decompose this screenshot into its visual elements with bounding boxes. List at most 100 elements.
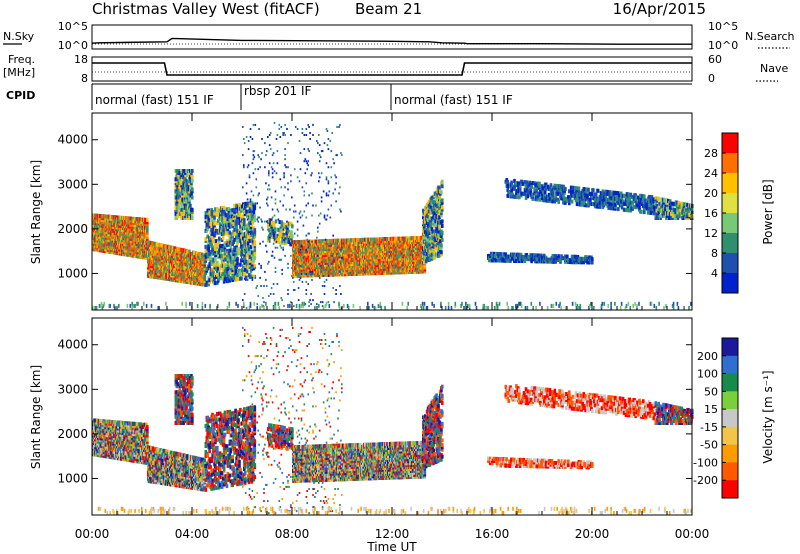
power-cell <box>190 191 193 196</box>
cpid-segment-2: rbsp 201 IF <box>244 84 311 98</box>
power-cell <box>239 270 242 275</box>
power-cell <box>252 266 256 271</box>
power-cell <box>212 269 215 274</box>
power-cell <box>183 209 186 214</box>
power-cell <box>253 248 257 253</box>
power-cell <box>180 183 183 188</box>
power-cell <box>218 212 222 217</box>
power-cell <box>211 251 214 256</box>
power-cell <box>233 227 236 232</box>
power-cell <box>207 282 210 287</box>
power-cell <box>191 169 194 173</box>
power-cell <box>217 262 220 267</box>
power-cell <box>291 224 294 229</box>
power-cell <box>267 224 270 229</box>
power-cell <box>242 252 245 257</box>
power-cell <box>235 225 238 230</box>
power-cell <box>207 254 210 259</box>
power-cell <box>176 213 179 218</box>
power-cell <box>276 233 280 238</box>
power-cell <box>129 216 133 221</box>
power-cell <box>188 249 191 254</box>
power-cell <box>204 237 208 241</box>
power-cell <box>207 246 210 251</box>
power-cell <box>247 251 251 256</box>
power-cell <box>243 245 247 250</box>
power-cell <box>226 225 230 229</box>
power-cell <box>243 222 246 227</box>
power-cell <box>286 235 289 240</box>
power-cell <box>229 264 233 269</box>
power-cell <box>178 201 181 206</box>
power-cell <box>146 222 149 227</box>
power-cell <box>215 275 218 279</box>
power-cell <box>208 210 211 215</box>
power-cell <box>222 205 226 210</box>
power-cell <box>236 215 239 220</box>
beam-label: Beam 21 <box>355 0 422 18</box>
power-cell <box>173 246 177 251</box>
power-cell <box>229 248 233 253</box>
power-cell <box>246 233 250 238</box>
power-cell <box>221 267 225 272</box>
power-cell <box>225 207 229 212</box>
power-cell <box>204 211 208 215</box>
power-cell <box>219 250 223 255</box>
power-cell <box>243 255 247 260</box>
power-cell <box>233 231 236 236</box>
power-cell <box>177 173 180 178</box>
power-cell <box>232 263 235 268</box>
power-cell <box>220 216 224 221</box>
power-cell <box>191 211 194 216</box>
power-cell <box>236 209 239 214</box>
power-cell <box>240 276 243 281</box>
freq-label: Freq. <box>8 53 35 66</box>
power-cell <box>146 224 149 229</box>
power-cell <box>204 270 208 275</box>
power-cell <box>277 240 281 245</box>
power-cell <box>224 263 228 268</box>
power-cell <box>279 232 283 237</box>
cpid-label: CPID <box>6 89 35 102</box>
power-cell <box>251 238 255 243</box>
power-cell <box>213 221 216 226</box>
power-cell <box>274 219 278 224</box>
power-cell <box>221 231 225 236</box>
power-cell <box>227 248 231 253</box>
power-cell <box>235 219 238 224</box>
power-cell <box>232 275 235 280</box>
power-cell <box>210 224 213 228</box>
power-cell <box>234 271 237 276</box>
cpid-segment-3: normal (fast) 151 IF <box>394 93 513 107</box>
power-cell <box>227 264 231 269</box>
power-cell <box>187 191 190 196</box>
power-cell <box>248 207 252 212</box>
power-cell <box>229 244 233 249</box>
power-cell <box>176 177 179 182</box>
power-cell <box>164 244 167 249</box>
power-cell <box>231 242 234 247</box>
power-cell <box>235 203 238 208</box>
power-cell <box>131 216 135 221</box>
power-cell <box>287 229 290 234</box>
power-cell <box>238 248 241 253</box>
power-cell <box>249 268 253 273</box>
freq-left-tick-bottom: 8 <box>81 72 88 85</box>
power-cell <box>207 240 210 245</box>
power-cell <box>190 183 193 188</box>
noise-panel: N.Sky N.Search 10^5 10^0 10^5 10^0 <box>3 20 795 52</box>
power-cell <box>227 272 231 277</box>
power-cell <box>233 237 236 242</box>
power-cell <box>191 216 194 220</box>
power-cell <box>213 211 216 216</box>
power-cell <box>223 241 227 246</box>
power-cell <box>242 232 245 237</box>
power-cell <box>217 218 220 223</box>
power-cell <box>243 267 247 272</box>
noise-right-tick-bottom: 10^0 <box>708 39 738 52</box>
power-cell <box>191 187 194 192</box>
power-cell <box>243 242 246 247</box>
power-cell <box>246 265 250 270</box>
power-cell <box>177 181 180 186</box>
power-cell <box>231 254 234 259</box>
